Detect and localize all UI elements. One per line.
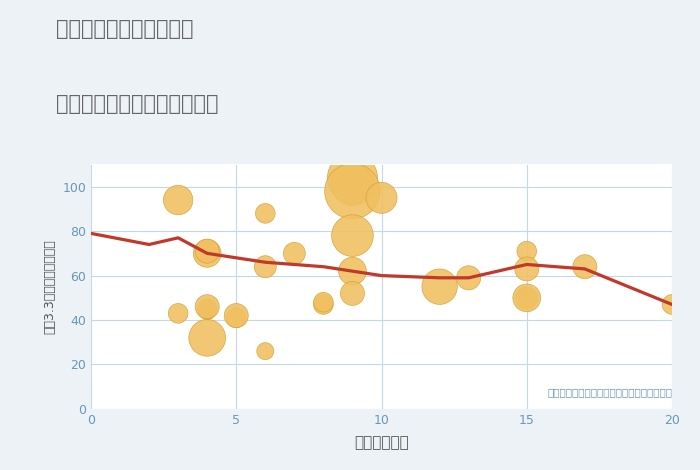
- Point: [346, 232, 358, 239]
- Point: [231, 312, 242, 319]
- Point: [346, 181, 358, 188]
- Point: [202, 247, 213, 255]
- Text: 三重県四日市市高浜町の: 三重県四日市市高浜町の: [56, 19, 193, 39]
- Point: [202, 250, 213, 257]
- Point: [346, 188, 358, 195]
- Point: [172, 310, 183, 317]
- Point: [376, 194, 387, 202]
- Point: [260, 263, 271, 270]
- Point: [521, 265, 532, 273]
- Point: [260, 210, 271, 217]
- Point: [172, 196, 183, 204]
- Point: [202, 334, 213, 342]
- Point: [289, 250, 300, 257]
- Point: [318, 298, 329, 306]
- Point: [318, 301, 329, 308]
- Point: [202, 305, 213, 313]
- Point: [346, 290, 358, 297]
- Point: [463, 274, 475, 282]
- Point: [202, 303, 213, 311]
- X-axis label: 駅距離（分）: 駅距離（分）: [354, 435, 409, 450]
- Point: [666, 301, 678, 308]
- Point: [521, 294, 532, 302]
- Point: [521, 294, 532, 302]
- Point: [346, 174, 358, 181]
- Point: [521, 247, 532, 255]
- Point: [202, 307, 213, 315]
- Point: [260, 347, 271, 355]
- Text: 円の大きさは、取引のあった物件面積を示す: 円の大きさは、取引のあった物件面積を示す: [547, 387, 672, 397]
- Text: 駅距離別中古マンション価格: 駅距離別中古マンション価格: [56, 94, 218, 114]
- Point: [580, 263, 591, 270]
- Y-axis label: 坪（3.3㎡）単価（万円）: 坪（3.3㎡）単価（万円）: [43, 239, 57, 334]
- Point: [346, 267, 358, 275]
- Point: [434, 283, 445, 290]
- Point: [231, 314, 242, 321]
